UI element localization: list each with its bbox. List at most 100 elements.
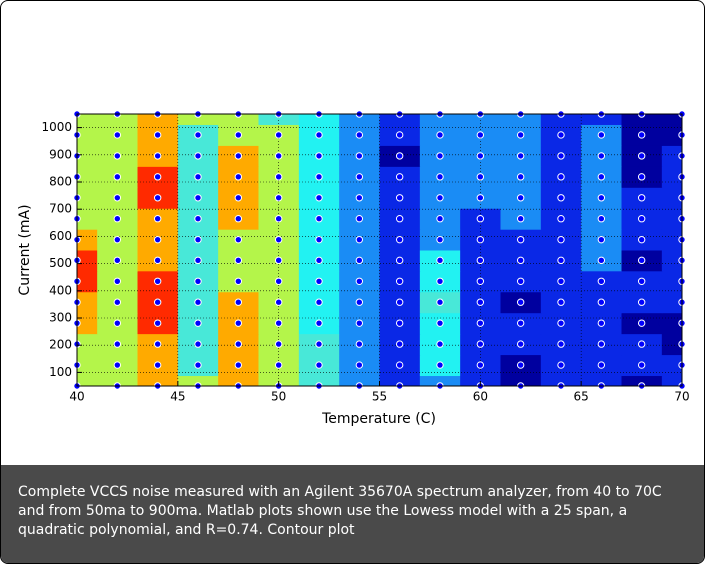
measurement-point: [274, 194, 283, 202]
measurement-point: [637, 194, 646, 202]
measurement-point: [274, 256, 283, 265]
measurement-point: [194, 215, 202, 223]
measurement-point: [557, 131, 565, 139]
measurement-point: [234, 215, 243, 223]
contour-cell: [661, 114, 683, 125]
measurement-point: [153, 340, 162, 348]
measurement-point: [234, 340, 243, 348]
contour-fill: [77, 114, 683, 387]
measurement-point: [597, 152, 606, 160]
measurement-point: [234, 173, 243, 181]
contour-cell: [77, 187, 98, 209]
measurement-point: [355, 194, 364, 202]
contour-cell: [77, 166, 98, 188]
measurement-point: [597, 235, 606, 244]
measurement-point: [516, 277, 525, 285]
measurement-point: [516, 131, 525, 139]
measurement-point: [274, 235, 283, 244]
measurement-point: [113, 173, 122, 181]
measurement-point: [557, 256, 565, 265]
y-tick-label: 700: [49, 202, 72, 216]
contour-cell: [379, 375, 421, 387]
measurement-point: [557, 361, 565, 369]
measurement-point: [274, 215, 283, 223]
contour-cell: [258, 114, 300, 125]
measurement-point: [274, 173, 283, 181]
contour-cell: [379, 114, 421, 125]
measurement-point: [113, 256, 122, 265]
measurement-point: [315, 277, 323, 285]
measurement-point: [153, 194, 162, 202]
measurement-point: [113, 277, 122, 285]
measurement-point: [395, 131, 404, 139]
measurement-point: [315, 173, 323, 181]
measurement-point: [516, 215, 525, 223]
measurement-point: [274, 361, 283, 369]
measurement-point: [355, 277, 364, 285]
measurement-point: [355, 152, 364, 160]
measurement-point: [395, 277, 404, 285]
contour-cell: [137, 375, 179, 387]
measurement-point: [274, 152, 283, 160]
contour-cell: [419, 375, 461, 387]
measurement-point: [355, 131, 364, 139]
measurement-point: [153, 235, 162, 244]
contour-cell: [77, 291, 98, 314]
measurement-point: [234, 131, 243, 139]
measurement-point: [516, 340, 525, 348]
measurement-point: [476, 277, 485, 285]
measurement-point: [436, 173, 444, 181]
measurement-point: [355, 256, 364, 265]
measurement-point: [113, 298, 122, 306]
measurement-point: [194, 361, 202, 369]
contour-cell: [621, 114, 663, 125]
measurement-point: [194, 340, 202, 348]
y-tick-label: 300: [49, 311, 72, 325]
measurement-point: [476, 131, 485, 139]
measurement-point: [395, 319, 404, 327]
measurement-point: [597, 298, 606, 306]
contour-cell: [77, 208, 98, 230]
contour-cell: [218, 375, 259, 387]
measurement-point: [476, 194, 485, 202]
measurement-point: [113, 131, 122, 139]
y-tick-label: 200: [49, 338, 72, 352]
measurement-point: [234, 256, 243, 265]
measurement-point: [234, 319, 243, 327]
measurement-point: [557, 215, 565, 223]
measurement-point: [153, 152, 162, 160]
measurement-point: [436, 319, 444, 327]
measurement-point: [637, 152, 646, 160]
measurement-point: [194, 152, 202, 160]
measurement-point: [153, 319, 162, 327]
measurement-point: [597, 340, 606, 348]
measurement-point: [395, 194, 404, 202]
x-tick-label: 40: [69, 390, 84, 404]
measurement-point: [476, 235, 485, 244]
contour-cell: [540, 114, 582, 125]
measurement-point: [436, 235, 444, 244]
measurement-point: [395, 340, 404, 348]
measurement-point: [395, 298, 404, 306]
contour-cell: [661, 229, 683, 251]
y-tick-label: 600: [49, 229, 72, 243]
contour-cell: [339, 114, 380, 125]
measurement-point: [436, 131, 444, 139]
x-tick-label: 70: [674, 390, 689, 404]
contour-cell: [177, 375, 219, 387]
measurement-point: [153, 256, 162, 265]
measurement-point: [395, 173, 404, 181]
measurement-point: [557, 319, 565, 327]
measurement-point: [476, 215, 485, 223]
measurement-point: [315, 194, 323, 202]
measurement-point: [113, 194, 122, 202]
y-tick-label: 100: [49, 365, 72, 379]
contour-cell: [661, 270, 683, 293]
measurement-point: [113, 235, 122, 244]
contour-cell: [177, 114, 219, 125]
measurement-point: [597, 173, 606, 181]
measurement-point: [597, 277, 606, 285]
measurement-point: [597, 131, 606, 139]
y-tick-label: 400: [49, 283, 72, 297]
measurement-point: [194, 298, 202, 306]
